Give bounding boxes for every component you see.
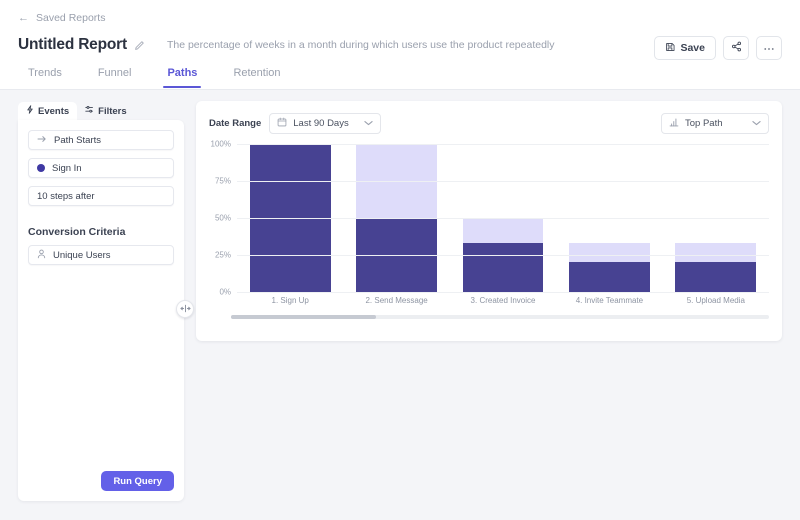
conversion-criteria-chip[interactable]: Unique Users [28, 245, 174, 265]
header-actions: Save [654, 36, 782, 60]
date-range-select[interactable]: Last 90 Days [269, 112, 382, 134]
bar-segment-total[interactable] [462, 218, 544, 244]
bar-segment-converted[interactable] [462, 243, 544, 292]
panel-resize-handle[interactable] [176, 300, 194, 318]
gridline [237, 144, 769, 145]
tab-retention[interactable]: Retention [233, 67, 281, 79]
ellipsis-icon [763, 42, 775, 54]
y-axis-tick: 25% [214, 250, 231, 260]
bar-segment-total[interactable] [675, 243, 757, 263]
arrow-right-icon [37, 135, 47, 146]
metric-select[interactable]: Top Path [661, 112, 769, 134]
x-axis-labels: 1. Sign Up 2. Send Message 3. Created Invo… [237, 296, 769, 305]
bar-segment-converted[interactable] [568, 262, 650, 292]
tab-funnel[interactable]: Funnel [97, 67, 132, 79]
date-range-value: Last 90 Days [293, 117, 349, 129]
steps-after-chip[interactable]: 10 steps after [28, 186, 174, 206]
paths-bar-chart: 0% 25% 50% 75% 100% 1. Sign Up 2. Send Messag… [209, 140, 769, 305]
calendar-icon [277, 117, 287, 130]
conversion-criteria-value: Unique Users [53, 249, 111, 261]
x-axis-label: 4. Invite Teammate [575, 296, 644, 305]
pencil-icon[interactable] [134, 40, 145, 51]
tab-trends[interactable]: Trends [28, 67, 62, 79]
bar-column[interactable] [663, 144, 769, 292]
panel-tab-events[interactable]: Events [18, 102, 78, 120]
y-axis-tick: 50% [214, 213, 231, 223]
date-range-label: Date Range [209, 117, 262, 129]
path-starts-label: Path Starts [54, 134, 101, 146]
breadcrumb-label: Saved Reports [36, 12, 106, 24]
steps-after-label: 10 steps after [37, 190, 95, 202]
bar-column[interactable] [556, 144, 662, 292]
conversion-criteria-label: Conversion Criteria [28, 226, 126, 238]
floppy-disk-icon [665, 42, 675, 55]
chart-horizontal-scrollbar[interactable] [231, 315, 769, 319]
bar-column[interactable] [450, 144, 556, 292]
panel-tab-filters-label: Filters [98, 105, 127, 117]
query-panel: Events Filters Path Starts [18, 101, 184, 501]
back-arrow-icon: ← [18, 11, 29, 24]
lightning-bolt-icon [26, 105, 34, 117]
bar-segment-converted[interactable] [675, 262, 757, 292]
plot-area [237, 144, 769, 293]
title-row: Untitled Report The percentage of weeks … [18, 36, 782, 54]
x-axis-label: 2. Send Message [365, 296, 428, 305]
page-title: Untitled Report [18, 36, 127, 53]
bar-chart-icon [669, 117, 679, 130]
x-axis-label: 3. Created Invoice [470, 296, 536, 305]
run-query-button[interactable]: Run Query [101, 471, 174, 491]
panel-tab-events-label: Events [38, 105, 70, 117]
query-panel-tabs: Events Filters [18, 101, 184, 120]
gridline [237, 218, 769, 219]
query-panel-body: Path Starts Sign In 10 steps after Conve… [18, 120, 184, 501]
chevron-down-icon-metric [744, 120, 761, 126]
chart-card: Date Range Last 90 Days [196, 101, 782, 341]
event-dot-icon [37, 164, 45, 172]
sliders-icon [85, 105, 94, 117]
save-button[interactable]: Save [654, 36, 716, 60]
y-axis: 0% 25% 50% 75% 100% [209, 140, 235, 297]
x-axis-label: 5. Upload Media [686, 296, 745, 305]
person-icon [37, 249, 46, 262]
breadcrumb[interactable]: ← Saved Reports [18, 12, 105, 24]
event-chip-sign-in[interactable]: Sign In [28, 158, 174, 178]
chevron-down-icon [356, 120, 373, 126]
report-description: The percentage of weeks in a month durin… [166, 39, 555, 51]
bar-stack[interactable] [675, 243, 757, 292]
share-icon [731, 41, 742, 55]
y-axis-tick: 100% [210, 139, 231, 149]
x-axis-label: 1. Sign Up [271, 296, 309, 305]
save-button-label: Save [680, 42, 705, 54]
gridline [237, 292, 769, 293]
chart-toolbar: Date Range Last 90 Days [209, 112, 769, 134]
gridline [237, 181, 769, 182]
bar-stack[interactable] [462, 218, 544, 292]
y-axis-tick: 0% [219, 287, 231, 297]
bar-segment-total[interactable] [568, 243, 650, 263]
page-header: ← Saved Reports Untitled Report The perc… [0, 0, 800, 90]
bar-stack[interactable] [568, 243, 650, 292]
tab-paths[interactable]: Paths [149, 63, 215, 88]
y-axis-tick: 75% [214, 176, 231, 186]
chart-scrollbar-thumb[interactable] [231, 315, 377, 319]
path-starts-chip[interactable]: Path Starts [28, 130, 174, 150]
panel-tab-filters[interactable]: Filters [77, 102, 135, 120]
more-options-button[interactable] [756, 36, 782, 60]
event-chip-sign-in-label: Sign In [52, 162, 82, 174]
share-button[interactable] [723, 36, 749, 60]
resize-handle-icon [179, 300, 191, 318]
gridline [237, 255, 769, 256]
report-tabs: Trends Funnel Paths Retention [10, 63, 299, 88]
metric-value: Top Path [685, 117, 723, 129]
